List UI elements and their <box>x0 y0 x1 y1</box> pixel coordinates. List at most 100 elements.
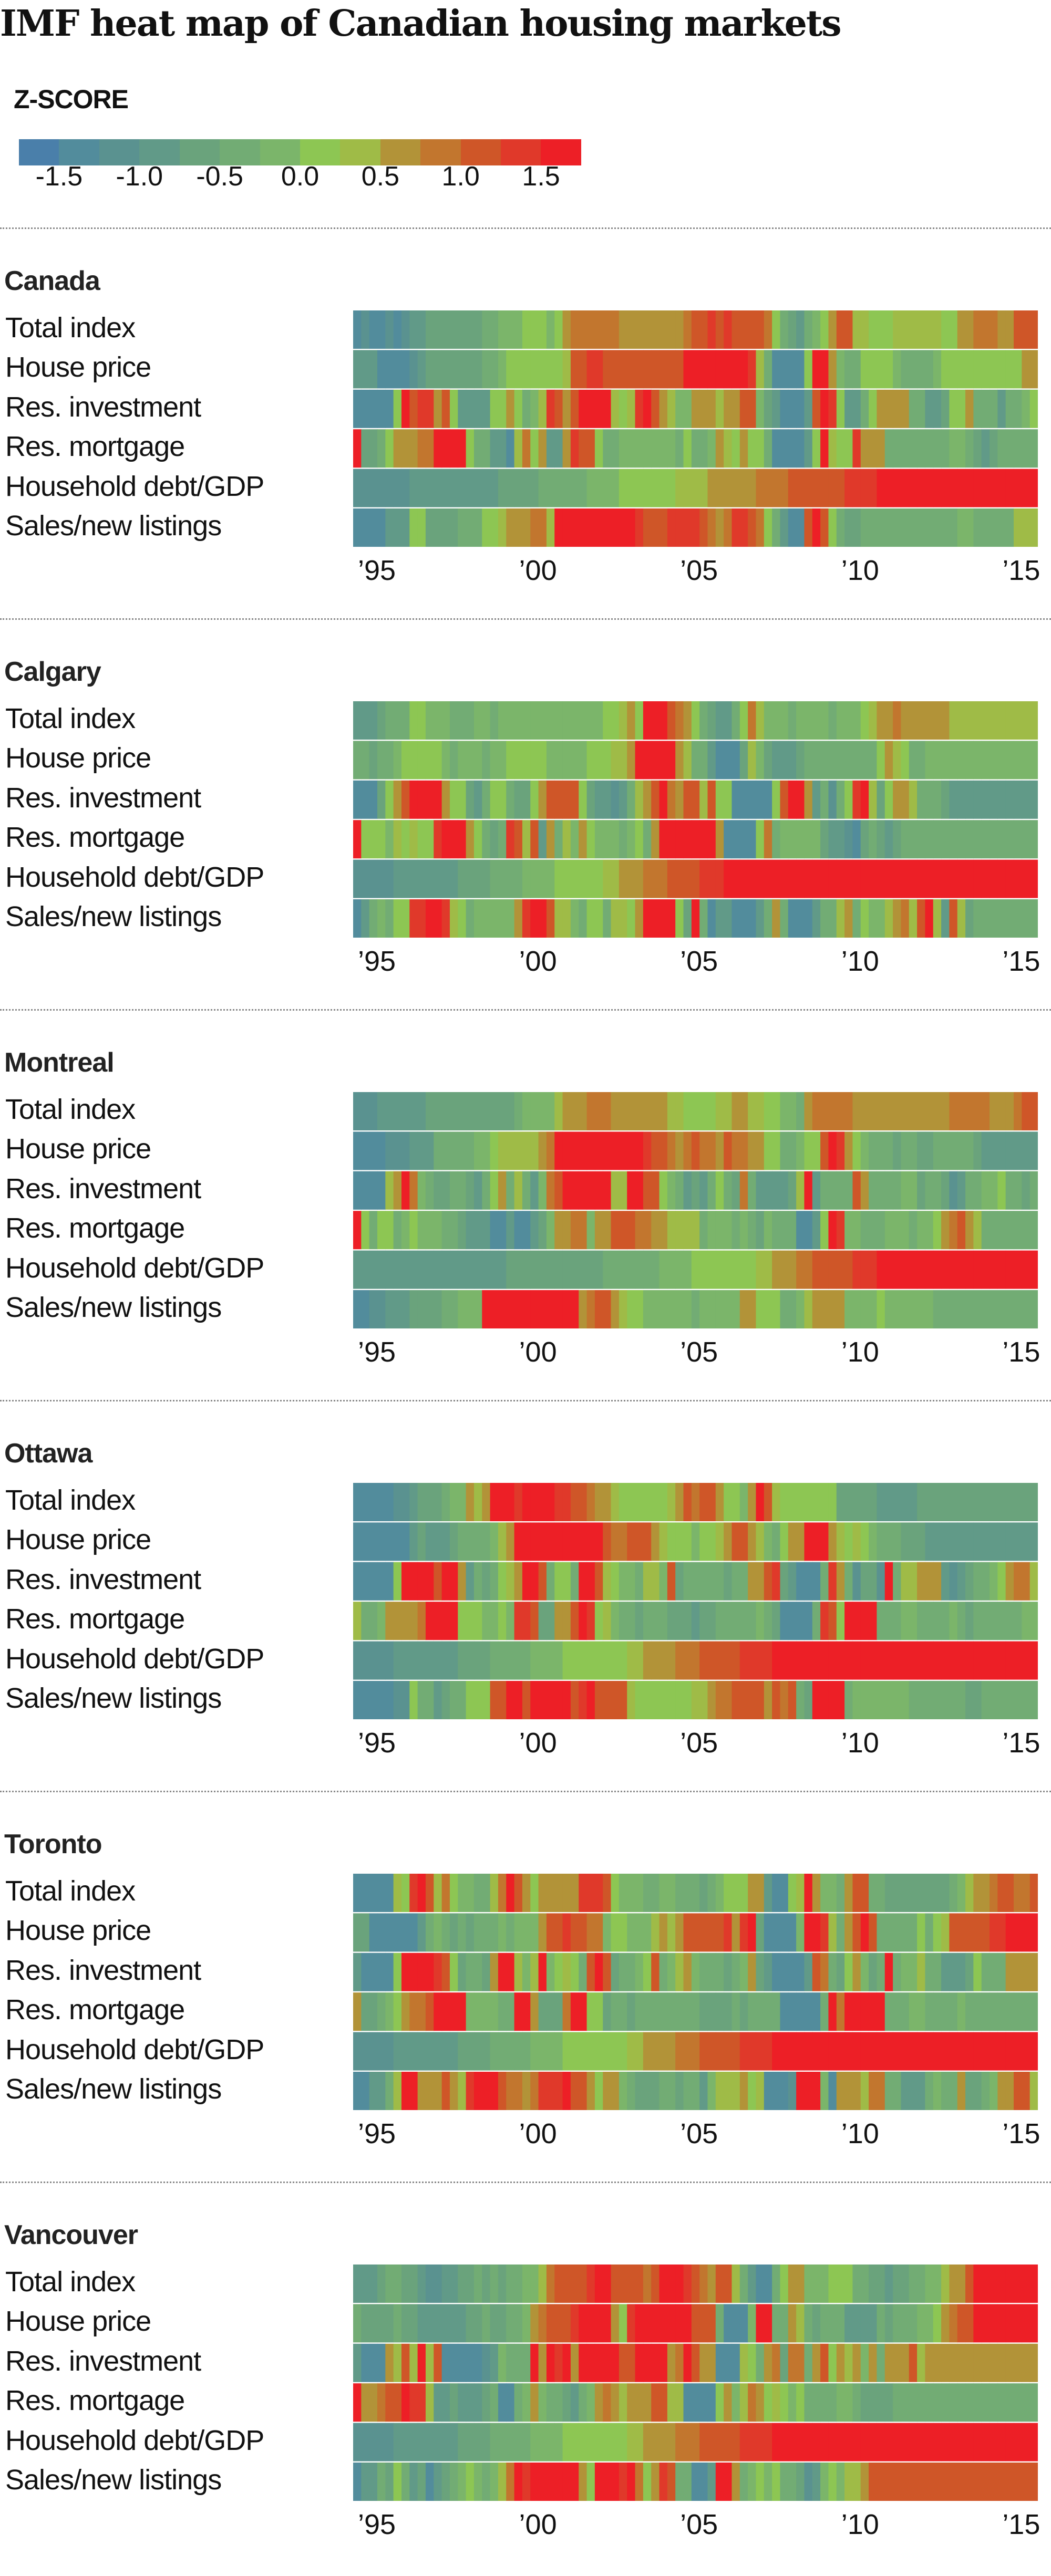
heatmap-cell <box>434 310 442 349</box>
heatmap-cell <box>635 469 644 507</box>
heatmap-cell <box>748 1290 757 1328</box>
heatmap-cell <box>997 389 1006 428</box>
heatmap-cell <box>498 1483 507 1521</box>
heatmap-cell <box>425 1483 434 1521</box>
heatmap-cell <box>1029 1522 1038 1561</box>
heatmap-cell <box>877 1913 885 1952</box>
heatmap-cell <box>522 469 531 507</box>
heatmap-cell <box>990 701 998 740</box>
heatmap-cell <box>683 389 692 428</box>
heatmap-cell <box>417 741 426 780</box>
heatmap-cell <box>1014 1874 1022 1912</box>
heatmap-cell <box>724 1562 733 1601</box>
heatmap-cell <box>852 1562 861 1601</box>
heatmap-cell <box>683 1874 692 1912</box>
heatmap-cell <box>772 899 781 938</box>
heatmap-cell <box>369 1602 378 1640</box>
heatmap-cell <box>522 1522 531 1561</box>
heatmap-cell <box>917 899 925 938</box>
heatmap-cell <box>949 350 958 389</box>
heatmap-cell <box>579 310 588 349</box>
legend-tick-label: 1.0 <box>441 161 480 192</box>
heatmap-cell <box>393 2072 402 2110</box>
heatmap-cell <box>417 1290 426 1328</box>
heatmap-cell <box>651 1092 660 1130</box>
heatmap-cell <box>522 741 531 780</box>
heatmap-cell <box>796 2383 805 2422</box>
heatmap-cell <box>820 1641 829 1680</box>
heatmap-cell <box>579 899 588 938</box>
heatmap-cell <box>788 1562 797 1601</box>
heatmap-cell <box>901 2032 910 2071</box>
heatmap-cell <box>869 1992 878 2031</box>
heatmap-cell <box>699 859 708 898</box>
heatmap-cell <box>603 1092 612 1130</box>
heatmap-cell <box>522 310 531 349</box>
heatmap-cell <box>546 899 555 938</box>
heatmap-cell <box>441 350 450 389</box>
heatmap-cell <box>409 2072 418 2110</box>
heatmap-cell <box>724 2343 733 2382</box>
heatmap-cell <box>748 2304 757 2343</box>
heatmap-cell <box>530 1171 539 1210</box>
heatmap-cell <box>393 1562 402 1601</box>
heatmap-cell <box>844 2343 853 2382</box>
legend-swatch <box>340 139 380 165</box>
heatmap-cell <box>852 2032 861 2071</box>
heatmap-cell <box>990 2032 998 2071</box>
heatmap-cell <box>933 1290 942 1328</box>
heatmap-cell <box>473 1211 482 1250</box>
heatmap-cell <box>748 1874 757 1912</box>
heatmap-cell <box>1005 1562 1014 1601</box>
heatmap-cell <box>860 1913 869 1952</box>
heatmap-cell <box>603 429 612 468</box>
heatmap-cell <box>579 1681 588 1719</box>
heatmap-cell <box>965 1250 974 1289</box>
row-label: House price <box>5 1524 151 1556</box>
heatmap-cell <box>1029 469 1038 507</box>
heatmap-cell <box>458 2032 467 2071</box>
heatmap-cell <box>675 1602 684 1640</box>
heatmap-cell <box>603 859 612 898</box>
heatmap-cell <box>522 1681 531 1719</box>
heatmap-cell <box>869 2304 878 2343</box>
heatmap-cell <box>530 1562 539 1601</box>
heatmap-cell <box>562 1641 571 1680</box>
heatmap-cell <box>562 1211 571 1250</box>
heatmap-cell <box>675 2423 684 2461</box>
heatmap-cell <box>860 2423 869 2461</box>
heatmap-cell <box>482 1483 491 1521</box>
heatmap-cell <box>1029 1131 1038 1170</box>
heatmap-cell <box>425 859 434 898</box>
heatmap-cell <box>659 1250 668 1289</box>
heatmap-cell <box>473 1522 482 1561</box>
heatmap-cell <box>369 1992 378 2031</box>
heatmap-cell <box>603 469 612 507</box>
heatmap-cell <box>699 1092 708 1130</box>
heatmap-cell <box>941 310 950 349</box>
heatmap-cell <box>434 2032 442 2071</box>
heatmap-cell <box>417 1913 426 1952</box>
heatmap-cell <box>635 741 644 780</box>
heatmap-cell <box>756 701 765 740</box>
heatmap-cell <box>965 429 974 468</box>
heatmap-cell <box>425 1952 434 1991</box>
heatmap-cell <box>683 1092 692 1130</box>
heatmap-cell <box>441 899 450 938</box>
heatmap-cell <box>385 1602 394 1640</box>
heatmap-cell <box>353 2343 362 2382</box>
heatmap-cell <box>393 1874 402 1912</box>
heatmap-cell <box>385 701 394 740</box>
heatmap-cell <box>893 741 901 780</box>
heatmap-cell <box>884 701 893 740</box>
heatmap-cell <box>884 1641 893 1680</box>
heatmap-cell <box>884 859 893 898</box>
heatmap-cell <box>796 820 805 859</box>
heatmap-cell <box>490 2383 499 2422</box>
heatmap-cell <box>925 429 934 468</box>
heatmap-cell <box>739 389 748 428</box>
row-label: Total index <box>5 1094 136 1125</box>
heatmap-cell <box>675 859 684 898</box>
heatmap-cell <box>361 389 370 428</box>
heatmap-cell <box>538 2072 547 2110</box>
